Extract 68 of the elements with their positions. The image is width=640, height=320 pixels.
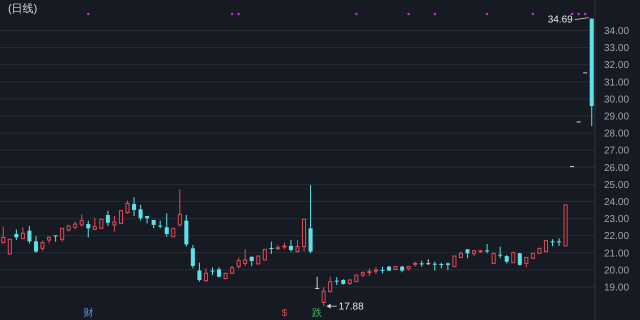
candlestick	[112, 216, 116, 232]
y-tick-label: 33.00	[604, 43, 630, 54]
y-tick-label: 31.00	[604, 77, 630, 88]
y-tick-label: 27.00	[604, 146, 630, 157]
candlestick	[295, 239, 300, 254]
candlestick	[178, 188, 182, 228]
candlestick	[452, 255, 456, 268]
y-tick-label: 23.00	[604, 214, 630, 226]
y-tick-label: 21.00	[604, 248, 630, 260]
y-tick-label: 26.00	[604, 162, 630, 174]
candlestick	[498, 246, 502, 259]
candlestick	[544, 239, 548, 254]
y-tick-label: 30.00	[604, 94, 630, 106]
candlestick	[204, 268, 208, 282]
candlestick	[269, 241, 274, 254]
annotation: 财	[83, 307, 94, 319]
y-tick-label: 22.00	[604, 231, 630, 242]
y-tick-label: 34.00	[604, 26, 630, 37]
annotation: $	[282, 308, 288, 319]
candlestick	[132, 196, 136, 217]
candlestick	[34, 236, 38, 254]
y-tick-label: 24.00	[604, 196, 630, 208]
candlestick	[106, 210, 110, 226]
candlestick	[236, 256, 241, 269]
candlestick	[27, 225, 32, 244]
candlestick	[60, 227, 64, 242]
candlestick	[557, 238, 562, 246]
annotation: 跌	[312, 307, 322, 319]
candlestick	[217, 266, 222, 278]
candlestick	[197, 262, 202, 282]
annotation: 17.88	[338, 302, 364, 313]
candlestick	[80, 214, 84, 228]
candlestick	[86, 220, 90, 238]
candlestick	[158, 220, 162, 229]
candlestick	[524, 256, 528, 268]
chart-title: (日线)	[8, 2, 38, 15]
candlestick	[315, 276, 320, 290]
candlestick	[92, 217, 97, 231]
candlestick	[308, 184, 313, 254]
candlestick	[518, 252, 522, 266]
candlestick	[288, 239, 293, 252]
candlestick	[164, 212, 169, 238]
y-tick-label: 28.00	[604, 128, 630, 140]
candlestick	[465, 248, 470, 259]
candlestick	[190, 244, 195, 269]
candlestick	[322, 286, 326, 307]
candlestick	[184, 214, 188, 248]
y-tick-label: 25.00	[604, 180, 630, 191]
candlestick	[118, 210, 123, 224]
candlestick	[243, 248, 248, 266]
y-tick-label: 20.00	[604, 265, 630, 276]
candlestick	[40, 240, 45, 252]
candlestick	[334, 276, 339, 286]
candlestick	[14, 228, 18, 240]
candlestick	[20, 226, 25, 240]
candlestick	[1, 226, 6, 244]
candlestick	[485, 244, 490, 254]
candlestick	[125, 200, 130, 214]
annotation: 34.69	[548, 14, 574, 26]
candlestick	[328, 276, 332, 294]
candlestick	[250, 256, 254, 266]
candlestick	[492, 252, 496, 264]
y-tick-label: 19.00	[604, 282, 630, 294]
candlestick	[138, 204, 143, 222]
y-tick-label: 29.00	[604, 111, 630, 122]
candlestick	[8, 238, 12, 254]
candlestick	[262, 248, 267, 261]
y-tick-label: 32.00	[604, 60, 630, 72]
